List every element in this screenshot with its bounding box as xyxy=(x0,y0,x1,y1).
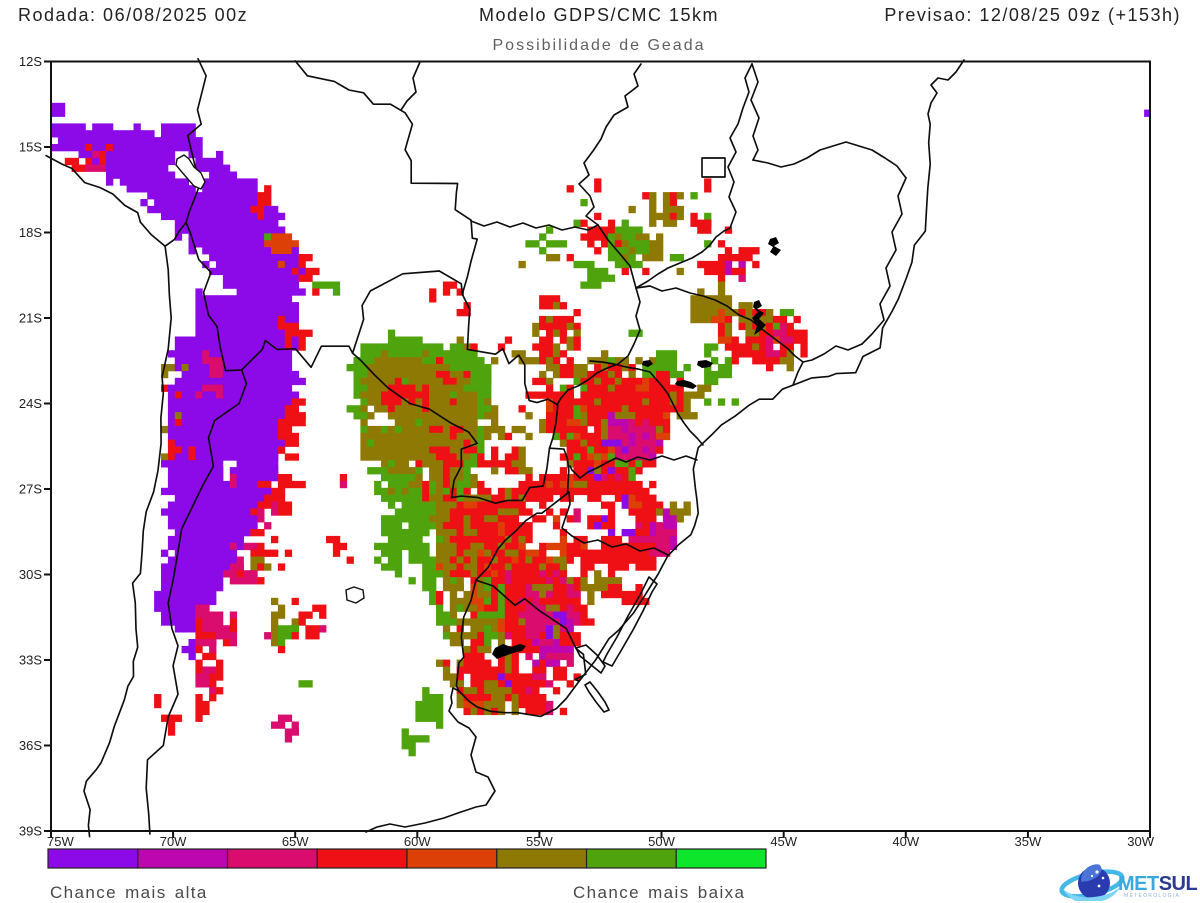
svg-text:METEOROLOGIA: METEOROLOGIA xyxy=(1124,893,1180,899)
svg-text:70W: 70W xyxy=(160,834,187,849)
svg-text:50W: 50W xyxy=(648,834,675,849)
svg-text:60W: 60W xyxy=(404,834,431,849)
svg-text:55W: 55W xyxy=(526,834,553,849)
svg-text:33S: 33S xyxy=(19,653,42,668)
svg-text:18S: 18S xyxy=(19,225,42,240)
svg-text:21S: 21S xyxy=(19,311,42,326)
svg-text:35W: 35W xyxy=(1015,834,1042,849)
svg-text:27S: 27S xyxy=(19,482,42,497)
svg-text:12S: 12S xyxy=(19,54,42,69)
svg-text:36S: 36S xyxy=(19,738,42,753)
svg-text:39S: 39S xyxy=(19,824,42,839)
svg-text:45W: 45W xyxy=(770,834,797,849)
svg-text:30S: 30S xyxy=(19,567,42,582)
svg-text:40W: 40W xyxy=(892,834,919,849)
svg-text:15S: 15S xyxy=(19,140,42,155)
svg-text:24S: 24S xyxy=(19,396,42,411)
svg-text:75W: 75W xyxy=(47,834,74,849)
svg-text:METSUL: METSUL xyxy=(1118,873,1198,895)
svg-text:30W: 30W xyxy=(1127,834,1154,849)
svg-text:65W: 65W xyxy=(282,834,309,849)
